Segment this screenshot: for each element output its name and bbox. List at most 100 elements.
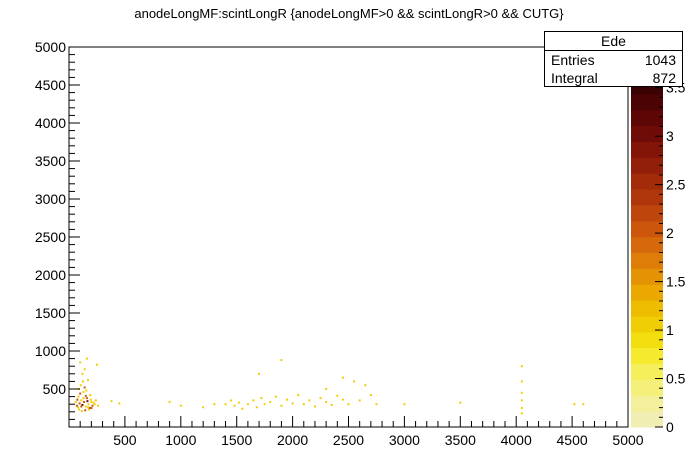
y-tick-label: 2500: [35, 229, 66, 245]
data-point: [89, 398, 92, 401]
data-point: [86, 400, 89, 403]
data-point: [91, 404, 94, 407]
data-point: [87, 403, 90, 406]
data-point: [92, 401, 95, 404]
data-point: [325, 388, 328, 390]
data-point: [403, 403, 406, 406]
data-point: [87, 406, 90, 409]
z-tick-label: 0.5: [666, 371, 686, 387]
data-point: [252, 399, 255, 402]
data-point: [84, 409, 87, 412]
data-point: [297, 394, 300, 397]
stats-label: Integral: [551, 70, 598, 86]
data-point: [358, 399, 361, 402]
y-tick-label: 4500: [35, 77, 66, 93]
data-point: [83, 400, 86, 403]
z-tick-label: 1: [666, 322, 674, 338]
data-point: [302, 403, 305, 406]
data-point: [280, 404, 283, 407]
stats-row-entries: Entries 1043: [545, 51, 682, 69]
x-tick-label: 4000: [501, 432, 532, 448]
color-segment: [631, 189, 663, 206]
color-segment: [631, 93, 663, 111]
data-point: [520, 412, 523, 415]
z-tick-label: 2.5: [666, 177, 686, 193]
data-point: [168, 400, 171, 403]
y-tick-label: 2000: [35, 267, 66, 283]
data-point: [179, 404, 182, 407]
color-segment: [631, 300, 663, 317]
x-tick-label: 5000: [612, 432, 643, 448]
color-segment: [631, 411, 663, 428]
data-point: [230, 399, 233, 402]
data-point: [79, 384, 82, 387]
data-point: [274, 395, 277, 398]
data-point: [224, 403, 227, 406]
data-point: [79, 392, 82, 395]
color-segment: [631, 379, 663, 396]
color-segment: [631, 173, 663, 190]
data-point: [110, 400, 113, 403]
data-point: [213, 403, 216, 406]
z-tick-label: 0: [666, 419, 674, 435]
stats-row-integral: Integral 872: [545, 69, 682, 87]
data-point: [81, 403, 84, 406]
color-segment: [631, 141, 663, 158]
color-segment: [631, 252, 663, 269]
color-segment: [631, 347, 663, 365]
data-point: [237, 401, 240, 404]
color-segment: [631, 315, 663, 333]
data-point: [90, 407, 93, 409]
color-segment: [631, 236, 663, 253]
color-segment: [631, 204, 663, 222]
data-point: [77, 395, 80, 398]
data-point: [89, 394, 92, 397]
data-point: [341, 398, 344, 401]
data-point: [87, 378, 90, 381]
stats-label: Entries: [551, 52, 595, 68]
data-point: [83, 368, 86, 371]
color-segment: [631, 331, 663, 349]
data-point: [313, 405, 316, 408]
data-point: [353, 380, 356, 383]
y-tick-label: 5000: [35, 39, 66, 55]
data-point: [269, 400, 272, 403]
data-point: [76, 398, 79, 401]
data-point: [330, 403, 333, 406]
data-point: [85, 357, 88, 360]
data-point: [97, 404, 100, 407]
data-point: [255, 406, 258, 409]
data-point: [573, 403, 576, 406]
y-tick-label: 500: [43, 381, 67, 397]
data-point: [582, 403, 585, 406]
data-point: [520, 365, 523, 368]
x-tick-label: 3000: [389, 432, 420, 448]
data-point: [233, 404, 236, 407]
data-point: [291, 402, 294, 405]
data-point: [336, 394, 339, 397]
x-tick-label: 2500: [333, 432, 364, 448]
y-tick-label: 4000: [35, 115, 66, 131]
data-point: [93, 403, 96, 406]
color-segment: [631, 109, 663, 127]
data-point: [95, 363, 98, 366]
x-axis: 500 1000 1500 2000 2500 3000 3500 4000 4500 5000: [68, 416, 644, 448]
data-point: [263, 403, 266, 406]
plot-title: anodeLongMF:scintLongR {anodeLongMF>0 &&…: [134, 6, 564, 21]
x-tick-label: 3500: [445, 432, 476, 448]
data-point: [202, 406, 205, 409]
data-point: [83, 386, 86, 389]
stats-box: Ede Entries 1043 Integral 872: [544, 31, 683, 87]
data-point: [79, 361, 82, 364]
data-point: [286, 398, 289, 401]
data-point: [76, 406, 79, 409]
data-point: [375, 403, 378, 406]
data-point: [341, 376, 344, 379]
data-point: [520, 399, 523, 402]
y-tick-label: 3500: [35, 153, 66, 169]
x-tick-label: 2000: [277, 432, 308, 448]
plot-area: [68, 46, 629, 428]
data-point: [520, 380, 523, 383]
z-tick-label: 3: [666, 128, 674, 144]
data-point: [325, 400, 328, 403]
